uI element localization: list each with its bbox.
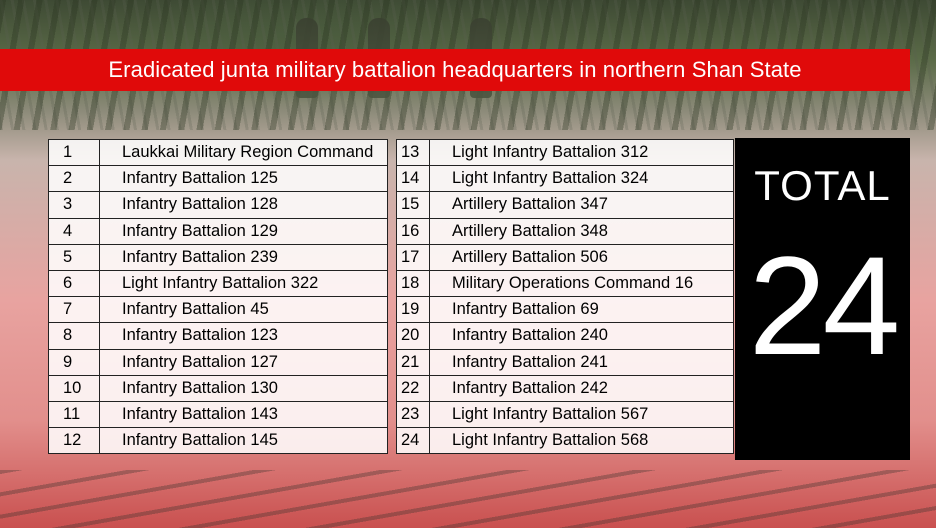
battalion-name: Light Infantry Battalion 322 [99,269,388,298]
battalion-name: Artillery Battalion 347 [429,191,734,219]
row-number: 23 [396,400,430,429]
battalion-name: Infantry Battalion 143 [99,400,388,429]
battalion-name: Artillery Battalion 348 [429,217,734,245]
table-row: 6 Light Infantry Battalion 322 [48,269,388,298]
table-row: 9 Infantry Battalion 127 [48,348,388,376]
table-row: 23 Light Infantry Battalion 567 [396,400,734,429]
row-number: 16 [396,217,430,245]
table-row: 4 Infantry Battalion 129 [48,217,388,245]
table-row: 16 Artillery Battalion 348 [396,217,734,245]
row-number: 21 [396,348,430,376]
battalion-name: Infantry Battalion 125 [99,165,388,193]
battalion-name: Laukkai Military Region Command [99,138,388,167]
battalion-name: Infantry Battalion 130 [99,374,388,402]
battalion-name: Infantry Battalion 241 [429,348,734,376]
row-number: 20 [396,322,430,350]
row-number: 5 [48,243,100,271]
row-number: 11 [48,400,100,429]
table-row: 17 Artillery Battalion 506 [396,243,734,271]
table-row: 3 Infantry Battalion 128 [48,191,388,219]
row-number: 10 [48,374,100,402]
battalion-name: Infantry Battalion 145 [99,427,388,455]
row-number: 19 [396,296,430,324]
battalion-name: Military Operations Command 16 [429,269,734,298]
battalion-name: Light Infantry Battalion 312 [429,138,734,167]
battalion-name: Infantry Battalion 123 [99,322,388,350]
row-number: 24 [396,427,430,455]
row-number: 2 [48,165,100,193]
table-row: 10 Infantry Battalion 130 [48,374,388,402]
row-number: 18 [396,269,430,298]
table-row: 22 Infantry Battalion 242 [396,374,734,402]
row-number: 15 [396,191,430,219]
table-row: 24 Light Infantry Battalion 568 [396,427,734,455]
row-number: 8 [48,322,100,350]
table-row: 15 Artillery Battalion 347 [396,191,734,219]
table-row: 12 Infantry Battalion 145 [48,427,388,455]
row-number: 17 [396,243,430,271]
table-row: 20 Infantry Battalion 240 [396,322,734,350]
table-row: 7 Infantry Battalion 45 [48,296,388,324]
row-number: 14 [396,165,430,193]
row-number: 9 [48,348,100,376]
battalion-name: Infantry Battalion 128 [99,191,388,219]
row-number: 12 [48,427,100,455]
battalion-name: Infantry Battalion 129 [99,217,388,245]
row-number: 22 [396,374,430,402]
table-row: 1 Laukkai Military Region Command [48,138,388,167]
row-number: 3 [48,191,100,219]
total-value: 24 [748,227,901,384]
battalion-name: Artillery Battalion 506 [429,243,734,271]
table-row: 11 Infantry Battalion 143 [48,400,388,429]
battalion-name: Infantry Battalion 127 [99,348,388,376]
banner-title: Eradicated junta military battalion head… [108,57,802,82]
battalion-name: Infantry Battalion 239 [99,243,388,271]
row-number: 7 [48,296,100,324]
total-label: TOTAL [754,162,891,209]
battalion-name: Infantry Battalion 240 [429,322,734,350]
battalion-name: Light Infantry Battalion 324 [429,165,734,193]
row-number: 6 [48,269,100,298]
battalion-name: Light Infantry Battalion 567 [429,400,734,429]
table-row: 13 Light Infantry Battalion 312 [396,138,734,167]
table-row: 2 Infantry Battalion 125 [48,165,388,193]
row-number: 1 [48,138,100,167]
title-banner: Eradicated junta military battalion head… [0,49,910,91]
table-row: 8 Infantry Battalion 123 [48,322,388,350]
table-row: 19 Infantry Battalion 69 [396,296,734,324]
battalion-table-right: 13 Light Infantry Battalion 312 14 Light In… [396,138,734,455]
battalion-name: Infantry Battalion 45 [99,296,388,324]
table-row: 14 Light Infantry Battalion 324 [396,165,734,193]
battalion-name: Light Infantry Battalion 568 [429,427,734,455]
battalion-name: Infantry Battalion 69 [429,296,734,324]
table-row: 18 Military Operations Command 16 [396,269,734,298]
total-box: TOTAL 24 [735,138,910,460]
table-row: 21 Infantry Battalion 241 [396,348,734,376]
table-row: 5 Infantry Battalion 239 [48,243,388,271]
row-number: 4 [48,217,100,245]
battalion-table-left: 1 Laukkai Military Region Command 2 Infantr… [48,138,388,455]
battalion-name: Infantry Battalion 242 [429,374,734,402]
row-number: 13 [396,138,430,167]
